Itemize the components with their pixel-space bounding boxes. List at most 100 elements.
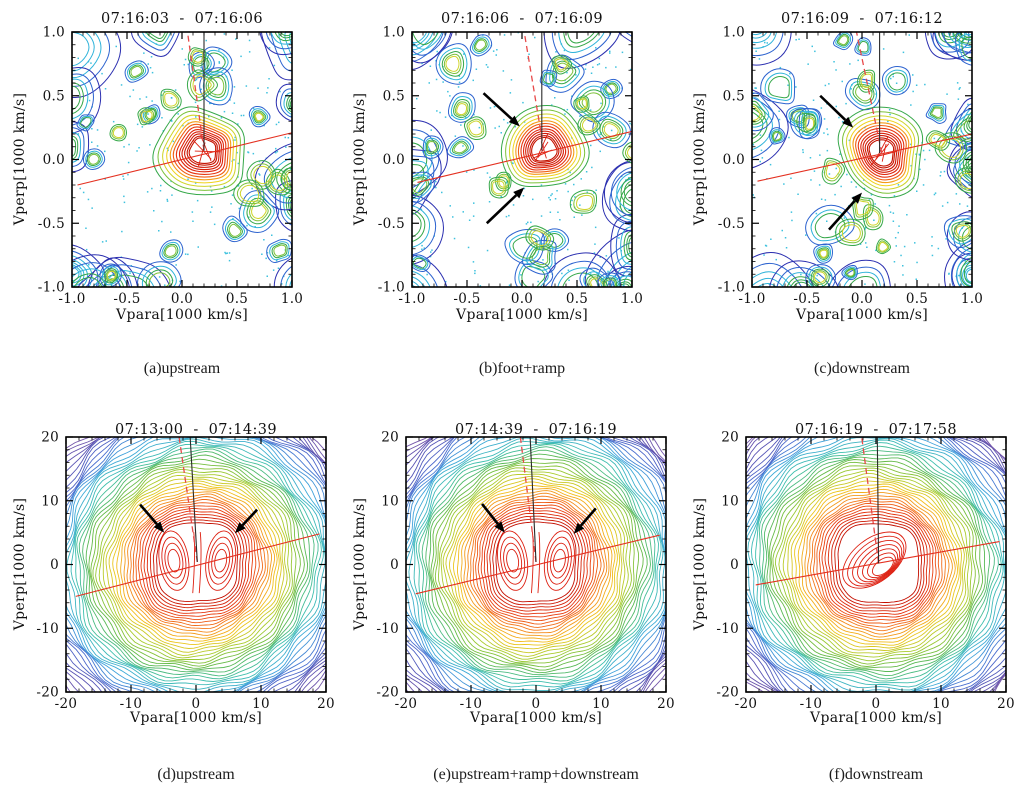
- panel-caption: (d)upstream: [157, 766, 235, 783]
- x-tick-label: 1.0: [961, 291, 983, 307]
- annotation-arrow: [819, 94, 847, 121]
- x-tick-label: -1.0: [58, 291, 85, 307]
- panel-f: 07:16:19 - 07:17:58 Vperp[1000 km/s] -20…: [680, 415, 1020, 795]
- black-guide-line: [189, 437, 198, 562]
- panel-b: 07:16:06 - 07:16:09 Vperp[1000 km/s] -1.…: [340, 0, 680, 400]
- y-tick-label: 10: [381, 493, 399, 509]
- y-tick-label: 0.5: [383, 88, 405, 104]
- annotation-arrow: [485, 194, 518, 225]
- y-tick-label: -0.5: [718, 216, 745, 232]
- contour-plot: -20 -10 0 10 20 20 10 0 -10 -20: [36, 430, 335, 713]
- contour-plot: -1.0 -0.5 0.0 0.5 1.0 1.0 0.5 0.0 -0.5 -1.0: [718, 25, 983, 308]
- panel-title: 07:16:19 - 07:17:58: [795, 422, 957, 438]
- x-tick-label: 0: [532, 696, 541, 712]
- x-tick-label: -20: [735, 696, 758, 712]
- x-tick-label: -1.0: [398, 291, 425, 307]
- panel-title: 07:16:06 - 07:16:09: [441, 11, 603, 27]
- x-tick-label: 20: [657, 696, 675, 712]
- y-tick-label: 0: [390, 557, 399, 573]
- red-guide-line: [757, 133, 972, 182]
- panel-d: 07:13:00 - 07:14:39 Vperp[1000 km/s] -20…: [0, 415, 340, 795]
- panel-title: 07:14:39 - 07:16:19: [455, 422, 617, 438]
- panel-e: 07:14:39 - 07:16:19 Vperp[1000 km/s] -20…: [340, 415, 680, 795]
- annotation-arrow: [241, 508, 259, 527]
- red-guide-line: [415, 534, 660, 595]
- x-axis-label: Vpara[1000 km/s]: [116, 307, 248, 323]
- contour-plot: -1.0 -0.5 0.0 0.5 1.0 1.0 0.5 0.0 -0.5 -1.0: [378, 25, 643, 308]
- contour-plot: -20 -10 0 10 20 20 10 0 -10 -20: [716, 430, 1015, 713]
- x-tick-label: 0.0: [511, 291, 533, 307]
- y-tick-label: -20: [716, 685, 739, 701]
- y-tick-label: 20: [381, 430, 399, 446]
- panel-caption: (c)downstream: [814, 360, 910, 377]
- y-tick-label: 1.0: [723, 25, 745, 41]
- red-dashed-line: [523, 32, 545, 151]
- x-axis-label: Vpara[1000 km/s]: [470, 710, 602, 726]
- x-tick-label: -0.5: [793, 291, 820, 307]
- annotation-arrow: [482, 92, 513, 120]
- x-tick-label: -0.5: [453, 291, 480, 307]
- x-tick-label: -20: [395, 696, 418, 712]
- y-tick-label: 0: [50, 557, 59, 573]
- y-tick-label: -20: [376, 685, 399, 701]
- x-tick-label: -0.5: [113, 291, 140, 307]
- x-axis-label: Vpara[1000 km/s]: [810, 710, 942, 726]
- y-tick-label: 20: [41, 430, 59, 446]
- x-tick-label: 1.0: [281, 291, 303, 307]
- x-tick-label: 0.5: [566, 291, 588, 307]
- x-axis-label: Vpara[1000 km/s]: [796, 307, 928, 323]
- x-tick-label: 20: [317, 696, 335, 712]
- y-tick-label: 1.0: [43, 25, 65, 41]
- x-tick-label: 0.0: [171, 291, 193, 307]
- contour-plot: -20 -10 0 10 20 20 10 0 -10 -20: [376, 430, 675, 713]
- panel-caption: (a)upstream: [143, 360, 221, 377]
- contour-plot: -1.0 -0.5 0.0 0.5 1.0 1.0 0.5 0.0 -0.5 -1.0: [38, 25, 303, 308]
- panel-title: 07:13:00 - 07:14:39: [115, 422, 277, 438]
- panel-c: 07:16:09 - 07:16:12 Vperp[1000 km/s] -1.…: [680, 0, 1020, 400]
- y-tick-label: -20: [36, 685, 59, 701]
- panel-title: 07:16:03 - 07:16:06: [101, 11, 263, 27]
- x-tick-label: 0: [872, 696, 881, 712]
- y-tick-label: -0.5: [38, 216, 65, 232]
- contour-layer: [72, 32, 292, 287]
- y-tick-label: 20: [721, 430, 739, 446]
- y-tick-label: -0.5: [378, 216, 405, 232]
- red-dashed-line: [861, 437, 880, 564]
- y-tick-label: -1.0: [378, 280, 405, 296]
- red-guide-line: [75, 533, 320, 597]
- panel-caption: (f)downstream: [828, 766, 924, 783]
- annotation-arrow: [139, 503, 158, 526]
- x-tick-label: 0.5: [226, 291, 248, 307]
- y-tick-label: 0: [730, 557, 739, 573]
- y-tick-label: 0.5: [43, 88, 65, 104]
- x-axis-label: Vpara[1000 km/s]: [130, 710, 262, 726]
- y-tick-label: 0.0: [43, 152, 65, 168]
- y-tick-label: -10: [36, 621, 59, 637]
- y-tick-label: -1.0: [38, 280, 65, 296]
- x-tick-label: 0.0: [851, 291, 873, 307]
- annotation-arrow: [828, 199, 856, 231]
- x-tick-label: -10: [800, 696, 823, 712]
- contour-layer: [752, 32, 972, 287]
- y-tick-label: 0.0: [723, 152, 745, 168]
- panel-caption: (b)foot+ramp: [478, 360, 566, 377]
- red-guide-line: [77, 132, 292, 186]
- panel-title: 07:16:09 - 07:16:12: [781, 11, 943, 27]
- x-tick-label: 20: [997, 696, 1015, 712]
- annotation-arrow: [481, 503, 499, 525]
- x-tick-label: 1.0: [621, 291, 643, 307]
- x-tick-label: -10: [460, 696, 483, 712]
- black-guide-line: [529, 437, 537, 562]
- x-tick-label: -20: [55, 696, 78, 712]
- y-tick-label: -10: [716, 621, 739, 637]
- x-tick-label: 0.5: [906, 291, 928, 307]
- contour-layer: [406, 437, 666, 692]
- y-tick-label: 0.0: [383, 152, 405, 168]
- black-guide-line: [876, 437, 880, 564]
- plot-frame: [745, 436, 1007, 693]
- y-tick-label: -10: [376, 621, 399, 637]
- y-tick-label: 1.0: [383, 25, 405, 41]
- x-tick-label: 0: [192, 696, 201, 712]
- x-tick-label: -10: [120, 696, 143, 712]
